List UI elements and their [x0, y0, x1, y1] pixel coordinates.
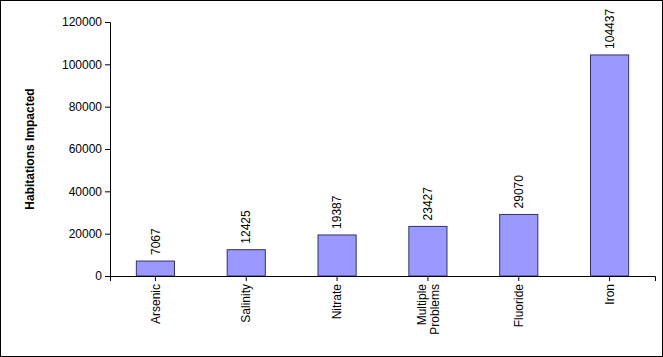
bar: [500, 214, 538, 276]
y-tick: 40000: [69, 185, 110, 199]
y-tick-mark: [105, 191, 110, 192]
data-label: 23427: [421, 187, 435, 221]
x-tick-label: Arsenic: [149, 284, 163, 324]
data-label: 7067: [149, 228, 163, 255]
y-axis-line: [105, 23, 111, 277]
y-tick: 80000: [69, 100, 110, 114]
y-tick-mark: [105, 107, 110, 108]
x-axis-line: [111, 277, 656, 282]
x-tick: MultipleProblems: [415, 276, 442, 335]
chart-frame: [1, 1, 663, 357]
chart: 0 20000 40000 60000 80000 100000 120000 Arsenic…: [0, 0, 663, 357]
data-label: 12425: [239, 210, 253, 244]
x-tick-label: Salinity: [239, 284, 253, 323]
y-axis-title: Habitations Impacted: [23, 88, 37, 209]
x-tick-mark: [518, 276, 519, 281]
x-tick-label: Iron: [603, 284, 617, 305]
x-axis: Arsenic Salinity Nitrate MultipleProblems Fl…: [111, 276, 656, 335]
x-tick-mark: [155, 276, 156, 281]
y-axis: 0 20000 40000 60000 80000 100000 120000: [62, 15, 111, 283]
y-tick: 120000: [62, 15, 110, 29]
bar: [136, 261, 174, 276]
y-tick: 60000: [69, 142, 110, 156]
y-tick-mark: [105, 149, 110, 150]
bar: [591, 55, 629, 276]
y-tick-label: 20000: [69, 227, 103, 241]
y-tick: 0: [95, 269, 110, 283]
x-tick: Nitrate: [330, 276, 344, 319]
x-tick-label: MultipleProblems: [415, 284, 442, 335]
x-tick: Iron: [603, 276, 617, 305]
data-label: 104437: [603, 9, 617, 49]
y-tick-label: 60000: [69, 142, 103, 156]
x-tick-label: Fluoride: [512, 284, 526, 328]
y-tick-mark: [105, 234, 110, 235]
data-label: 19387: [330, 195, 344, 229]
bar: [227, 250, 265, 276]
y-tick-mark: [105, 276, 110, 277]
y-tick-label: 120000: [62, 15, 102, 29]
x-tick-mark: [337, 276, 338, 281]
x-tick-mark: [246, 276, 247, 281]
x-tick: Salinity: [239, 276, 253, 323]
y-tick-label: 40000: [69, 185, 103, 199]
x-tick: Fluoride: [512, 276, 526, 327]
data-labels: 7067 12425 19387 23427 29070 104437: [149, 9, 617, 255]
y-tick-label: 0: [95, 269, 102, 283]
y-tick: 20000: [69, 227, 110, 241]
y-tick: 100000: [62, 58, 110, 72]
x-tick: Arsenic: [149, 276, 163, 324]
x-tick-label: Nitrate: [330, 284, 344, 320]
y-tick-label: 100000: [62, 58, 102, 72]
y-tick-label: 80000: [69, 100, 103, 114]
bars: [136, 55, 628, 276]
x-tick-mark: [609, 276, 610, 281]
y-tick-mark: [105, 22, 110, 23]
bar: [409, 226, 447, 276]
bar: [318, 235, 356, 276]
x-tick-mark: [427, 276, 428, 281]
plot: 0 20000 40000 60000 80000 100000 120000 Arsenic…: [62, 9, 656, 335]
data-label: 29070: [512, 175, 526, 209]
y-tick-mark: [105, 64, 110, 65]
